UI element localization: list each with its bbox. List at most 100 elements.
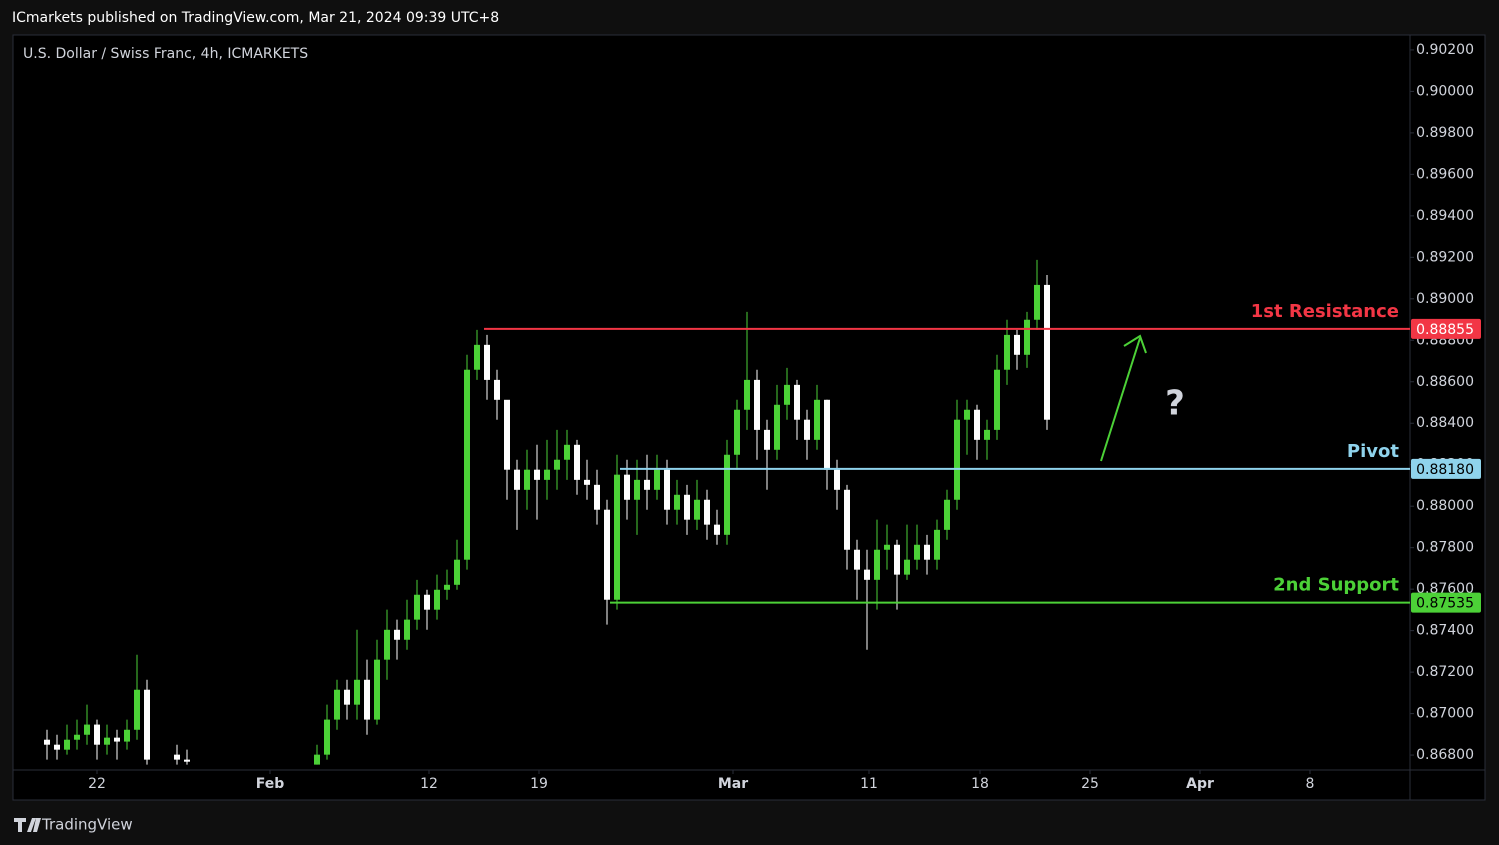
candle-body xyxy=(114,737,120,742)
candle-body xyxy=(1004,334,1010,370)
axes: 0.90200 0.90000 0.89800 0.89600 0.89400 0.892… xyxy=(88,42,1474,792)
candle-body xyxy=(834,469,840,490)
candle-body xyxy=(324,719,330,755)
y-tick-label: 0.90000 xyxy=(1416,83,1474,99)
candle-body xyxy=(444,584,450,590)
x-tick-label: 18 xyxy=(971,776,989,792)
candle-body xyxy=(794,384,800,420)
candle-body xyxy=(94,724,100,745)
level-name: 2nd Support xyxy=(1273,575,1399,596)
candle-body xyxy=(434,589,440,610)
arrow-shaft xyxy=(1100,337,1141,462)
candle-body xyxy=(624,474,630,500)
publisher: ICmarkets published on TradingView.com, … xyxy=(12,10,499,26)
candle-body xyxy=(754,379,760,430)
candle-body xyxy=(924,544,930,560)
x-tick-label: Feb xyxy=(256,776,285,792)
candle-body xyxy=(774,404,780,450)
candle-body xyxy=(1044,284,1050,420)
x-tick-label: Mar xyxy=(718,776,748,792)
candle-body xyxy=(594,484,600,510)
candle-body xyxy=(354,679,360,705)
candle-body xyxy=(694,499,700,520)
candle-body xyxy=(814,399,820,440)
candle-body xyxy=(474,344,480,370)
candle-body xyxy=(344,689,350,705)
level-price: 0.88855 xyxy=(1416,322,1474,338)
level-badge xyxy=(1411,318,1481,339)
candle-body xyxy=(124,729,130,742)
candle-body xyxy=(514,469,520,490)
y-tick-label: 0.86800 xyxy=(1416,747,1474,763)
candle-body xyxy=(64,739,70,750)
candle-body xyxy=(54,744,60,750)
candle-body xyxy=(454,559,460,585)
candle-body xyxy=(74,734,80,740)
candle-body xyxy=(734,409,740,455)
candle-body xyxy=(384,629,390,660)
candle-body xyxy=(1034,284,1040,320)
candle-body xyxy=(854,549,860,570)
candle-body xyxy=(484,344,490,380)
candle-body xyxy=(414,594,420,620)
x-tick-label: 11 xyxy=(860,776,878,792)
candle-body xyxy=(554,459,560,470)
candle-body xyxy=(394,629,400,640)
candle-body xyxy=(824,399,830,470)
y-tick-label: 0.88000 xyxy=(1416,498,1474,514)
y-tick-label: 0.89400 xyxy=(1416,208,1474,224)
level-name: 1st Resistance xyxy=(1251,301,1399,322)
candle-body xyxy=(864,569,870,580)
candle-body xyxy=(964,409,970,420)
candle-body xyxy=(844,489,850,550)
candle-body xyxy=(954,419,960,500)
level-price: 0.88180 xyxy=(1416,462,1474,478)
candle-body xyxy=(374,659,380,720)
candle-body xyxy=(994,369,1000,430)
candle-body xyxy=(574,444,580,480)
candle-body xyxy=(884,544,890,550)
candle-body xyxy=(654,469,660,490)
candle-body xyxy=(174,754,180,760)
annotation: ? xyxy=(1165,384,1185,424)
candle-body xyxy=(504,399,510,470)
candle-body xyxy=(894,544,900,575)
candle-body xyxy=(534,469,540,480)
candle-body xyxy=(584,479,590,485)
candle-body xyxy=(464,369,470,560)
plot-area xyxy=(44,259,1410,765)
chart-frame xyxy=(12,34,1486,801)
candle-body xyxy=(524,469,530,490)
candle-body xyxy=(364,679,370,720)
candle-body xyxy=(1024,319,1030,355)
y-tick-label: 0.87400 xyxy=(1416,623,1474,639)
y-tick-label: 0.90200 xyxy=(1416,42,1474,58)
candle-body xyxy=(874,549,880,580)
candle-body xyxy=(604,509,610,600)
candle-body xyxy=(704,499,710,525)
candle-body xyxy=(494,379,500,400)
candle-body xyxy=(634,479,640,500)
candle-body xyxy=(664,469,670,510)
x-tick-label: 19 xyxy=(530,776,548,792)
candle-body xyxy=(44,739,50,745)
x-tick-label: 22 xyxy=(88,776,106,792)
logo xyxy=(14,818,41,832)
candle-body xyxy=(944,499,950,530)
y-tick-label: 0.87000 xyxy=(1416,706,1474,722)
candle-body xyxy=(984,429,990,440)
candle-body xyxy=(684,494,690,520)
chart-title: U.S. Dollar / Swiss Franc, 4h, ICMARKETS xyxy=(23,46,308,62)
candle-body xyxy=(564,444,570,460)
y-tick-label: 0.89200 xyxy=(1416,249,1474,265)
level-badge xyxy=(1411,592,1481,613)
candle-body xyxy=(334,689,340,720)
x-tick-label: 12 xyxy=(420,776,438,792)
x-tick-label: Apr xyxy=(1186,776,1214,792)
candle-body xyxy=(544,469,550,480)
candle-body xyxy=(134,689,140,730)
candle-body xyxy=(724,454,730,535)
level-badge xyxy=(1411,458,1481,479)
candle-body xyxy=(1014,334,1020,355)
candle-body xyxy=(674,494,680,510)
